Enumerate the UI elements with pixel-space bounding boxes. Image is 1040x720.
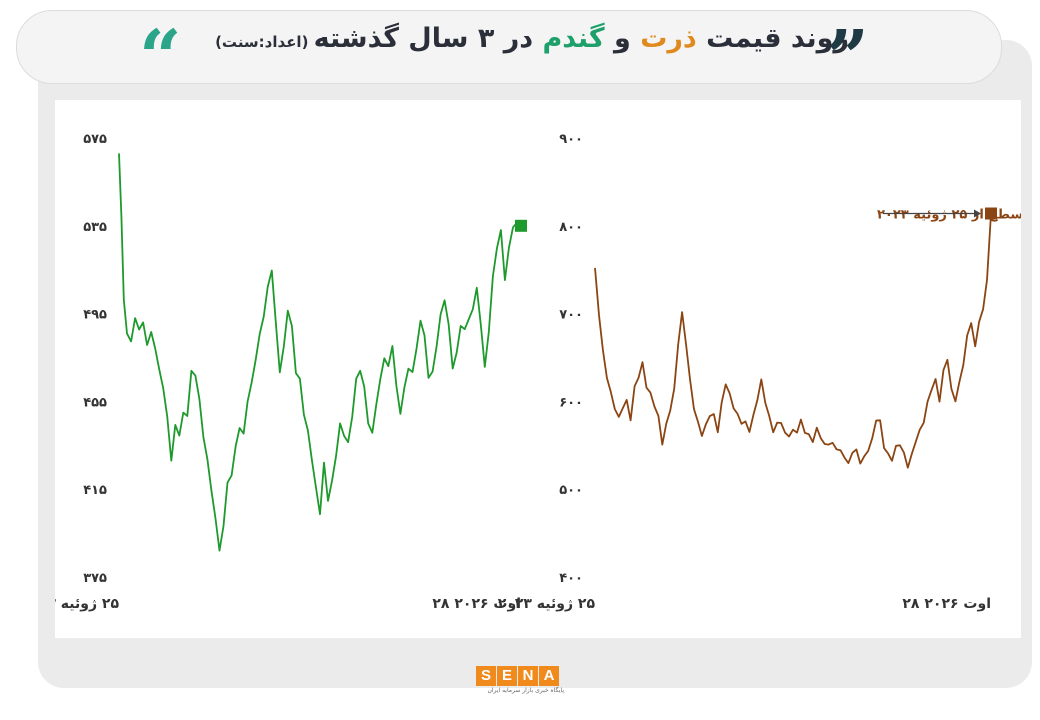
wheat-y-tick-label: ۴۱۵ [83, 483, 107, 498]
title-part1: روند قیمت [696, 23, 849, 54]
wheat-x-tick-label-end: ۲۸ اوت ۲۰۲۶ [432, 596, 521, 612]
corn-annotation: بالاترین سطح از ۲۵ ژوئیه ۲۰۲۳ [877, 208, 1021, 223]
corn-y-tick-label: ۸۰۰ [559, 220, 583, 235]
title-part3: در ۳ سال گذشته [313, 23, 543, 54]
corn-y-tick-label: ۷۰۰ [559, 308, 583, 323]
title-corn: ذرت [640, 23, 697, 54]
wheat-y-tick-label: ۴۹۵ [83, 308, 107, 323]
title-wheat: گندم [542, 23, 605, 54]
corn-y-tick-label: ۴۰۰ [559, 571, 583, 586]
corn-y-tick-label: ۵۰۰ [559, 483, 583, 498]
corn-end-marker [985, 207, 997, 220]
quote-open-icon: ” [826, 15, 869, 101]
wheat-x-tick-label-start: ۲۵ ژوئیه ۲۰۲۳ [55, 596, 119, 612]
logo-letter: A [539, 666, 559, 686]
wheat-y-tick-label: ۵۳۵ [83, 220, 107, 235]
title-part2: و [604, 23, 641, 54]
wheat-y-tick-label: ۵۷۵ [83, 132, 107, 147]
corn-series-line [594, 213, 992, 469]
corn-x-tick-label-start: ۲۵ ژوئیه ۲۰۲۳ [498, 596, 596, 612]
corn-y-tick-label: ۹۰۰ [559, 132, 583, 147]
quote-close-icon: “ [139, 15, 182, 101]
corn-x-tick-label-end: ۲۸ اوت ۲۰۲۶ [902, 596, 991, 612]
logo-letter: N [518, 666, 538, 686]
logo-letter: E [497, 666, 517, 686]
wheat-y-tick-label: ۳۷۵ [83, 571, 107, 586]
corn-annotation-arrow-head [974, 209, 981, 218]
corn-y-tick-label: ۶۰۰ [559, 395, 583, 410]
logo-letter: S [476, 666, 496, 686]
page-title: روند قیمت ذرت و گندم در ۳ سال گذشته (اعد… [215, 23, 849, 54]
wheat-series-line [118, 153, 522, 552]
wheat-y-tick-label: ۴۵۵ [83, 395, 107, 410]
wheat-end-marker [515, 219, 527, 232]
title-unit: (اعداد:سنت) [215, 33, 314, 51]
logo-tagline: پایگاه خبری بازار سرمایه ایران [487, 687, 564, 694]
title-bar: ” روند قیمت ذرت و گندم در ۳ سال گذشته (ا… [16, 10, 1002, 95]
